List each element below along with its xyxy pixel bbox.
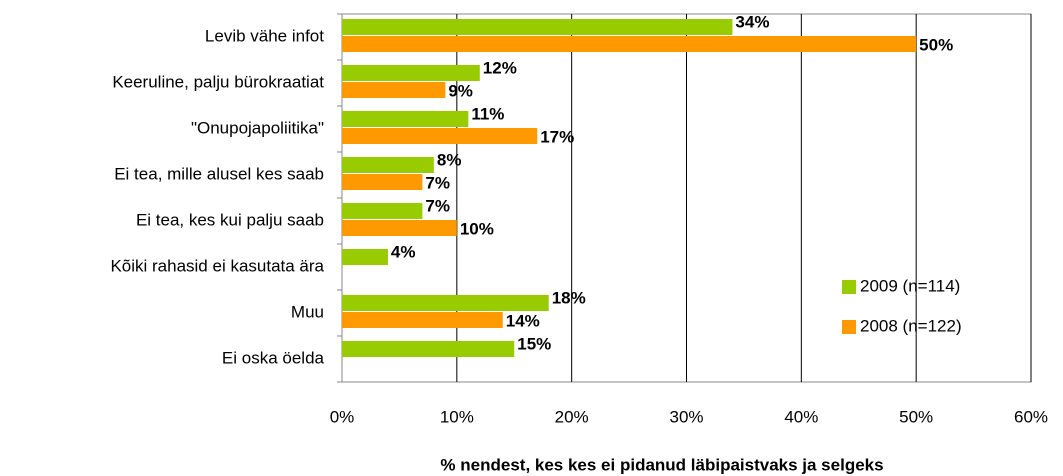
bar (342, 312, 503, 328)
x-tick-label: 60% (1014, 407, 1048, 426)
legend-label: 2008 (n=122) (860, 316, 962, 335)
value-label: 8% (437, 150, 462, 169)
value-label: 14% (506, 311, 540, 330)
value-label: 10% (460, 219, 494, 238)
value-label: 34% (735, 12, 769, 31)
y-tick-label: Ei oska öelda (222, 348, 325, 367)
y-tick-label: Keeruline, palju bürokraatiat (112, 72, 324, 91)
value-label: 17% (540, 127, 574, 146)
bar (342, 111, 469, 127)
value-label: 18% (552, 288, 586, 307)
bar (342, 65, 480, 81)
bar (342, 220, 457, 236)
legend-label: 2009 (n=114) (860, 276, 960, 295)
bar (342, 128, 538, 144)
y-tick-label: "Onupojapoliitika" (191, 118, 324, 137)
value-label: 9% (448, 81, 473, 100)
value-label: 12% (483, 58, 517, 77)
bar (342, 19, 733, 35)
x-tick-label: 40% (784, 407, 818, 426)
x-axis-label: % nendest, kes kes ei pidanud läbipaistv… (440, 455, 883, 474)
value-label: 7% (425, 173, 450, 192)
x-tick-label: 50% (899, 407, 933, 426)
bar (342, 174, 423, 190)
bar (342, 249, 388, 265)
x-tick-label: 10% (440, 407, 474, 426)
x-tick-label: 0% (330, 407, 355, 426)
y-tick-label: Muu (291, 302, 324, 321)
bar (342, 157, 434, 173)
value-label: 11% (471, 104, 504, 123)
y-tick-label: Kõiki rahasid ei kasutata ära (110, 256, 324, 275)
bar (342, 203, 423, 219)
bar (342, 295, 549, 311)
bar (342, 82, 446, 98)
bar (342, 341, 515, 357)
y-tick-label: Levib vähe infot (205, 26, 324, 45)
value-label: 7% (425, 196, 450, 215)
value-label: 15% (517, 334, 551, 353)
legend-swatch (842, 280, 856, 294)
bar (342, 36, 917, 52)
value-label: 50% (919, 35, 953, 54)
x-tick-label: 20% (555, 407, 589, 426)
value-label: 4% (391, 242, 416, 261)
legend-swatch (842, 320, 856, 334)
y-tick-label: Ei tea, kes kui palju saab (136, 210, 324, 229)
y-tick-label: Ei tea, mille alusel kes saab (114, 164, 324, 183)
x-tick-label: 30% (669, 407, 703, 426)
